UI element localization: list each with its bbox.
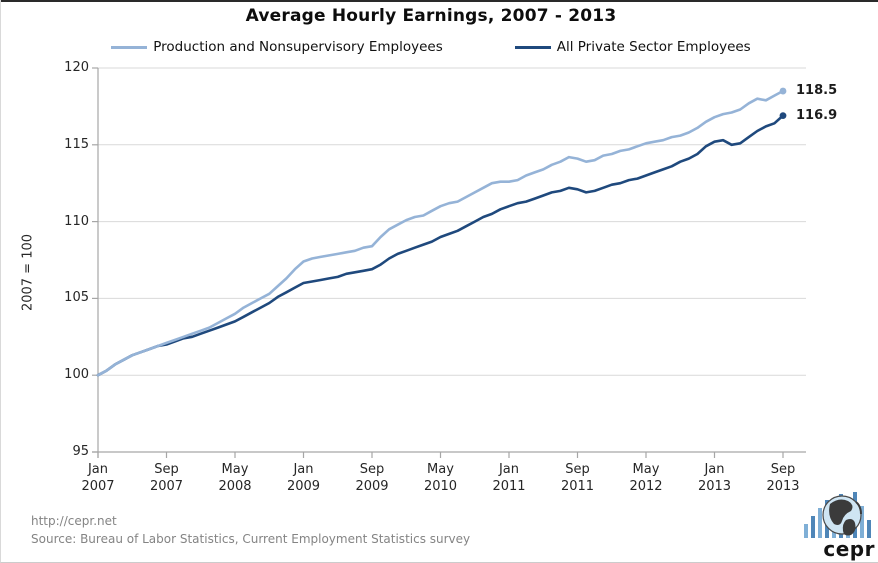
chart-title: Average Hourly Earnings, 2007 - 2013 xyxy=(245,6,617,26)
x-tick-label-may-2008: May 2008 xyxy=(218,462,252,494)
series-line-production xyxy=(96,89,785,377)
y-tick-label-95: 95 xyxy=(72,444,89,459)
x-tick-label-jan-2009: Jan 2009 xyxy=(286,462,321,494)
x-tick-label-jan-2013: Jan 2013 xyxy=(697,462,732,494)
logo-bar-icon xyxy=(811,516,815,538)
x-tick-label-jan-2011: Jan 2011 xyxy=(492,462,526,494)
footer-source-text: Source: Bureau of Labor Statistics, Curr… xyxy=(31,532,471,546)
y-tick-label-105: 105 xyxy=(64,290,89,306)
legend-line-swatch-all-private xyxy=(514,45,551,49)
globe-land-south xyxy=(842,519,856,536)
legend-line-swatch-production xyxy=(111,45,148,49)
series-end-marker-all-private xyxy=(779,112,787,120)
cepr-logo-text: cepr xyxy=(823,537,875,561)
globe-land-north xyxy=(829,499,853,525)
cepr-logo xyxy=(804,492,871,538)
y-tick-label-120: 120 xyxy=(64,60,89,75)
logo-bar-icon xyxy=(860,506,864,538)
x-tick-label-may-2012: May 2012 xyxy=(629,462,663,494)
legend-label-all-private: All Private Sector Employees xyxy=(556,39,751,55)
footer-url-text: http://cepr.net xyxy=(31,514,117,528)
y-tick-label-100: 100 xyxy=(64,367,89,383)
x-tick-label-sep-2011: Sep 2011 xyxy=(560,462,595,494)
x-tick-label-sep-2013: Sep 2013 xyxy=(766,462,800,494)
top-edge-divider xyxy=(1,0,878,2)
end-value-label-production: 118.5 xyxy=(796,83,838,99)
y-tick-label-115: 115 xyxy=(64,136,89,152)
y-tick-label-110: 110 xyxy=(64,213,89,229)
x-tick-label-may-2010: May 2010 xyxy=(423,462,458,494)
x-tick-label-sep-2009: Sep 2009 xyxy=(355,462,389,494)
x-tick-label-jan-2007: Jan 2007 xyxy=(81,462,115,494)
legend-item-all-private: All Private Sector Employees xyxy=(514,39,751,55)
chart-legend: Production and Nonsupervisory Employees … xyxy=(1,39,861,55)
legend-label-production: Production and Nonsupervisory Employees xyxy=(153,39,443,55)
globe-land-edge xyxy=(855,501,862,515)
logo-bar-icon xyxy=(867,520,871,538)
series-line-all-private xyxy=(96,114,785,377)
end-value-label-all-private: 116.9 xyxy=(796,107,838,123)
logo-bar-icon xyxy=(818,508,822,538)
logo-bar-icon xyxy=(804,524,808,538)
legend-item-production: Production and Nonsupervisory Employees xyxy=(111,39,443,55)
series-end-marker-production xyxy=(779,87,787,95)
x-tick-label-sep-2007: Sep 2007 xyxy=(149,462,184,494)
